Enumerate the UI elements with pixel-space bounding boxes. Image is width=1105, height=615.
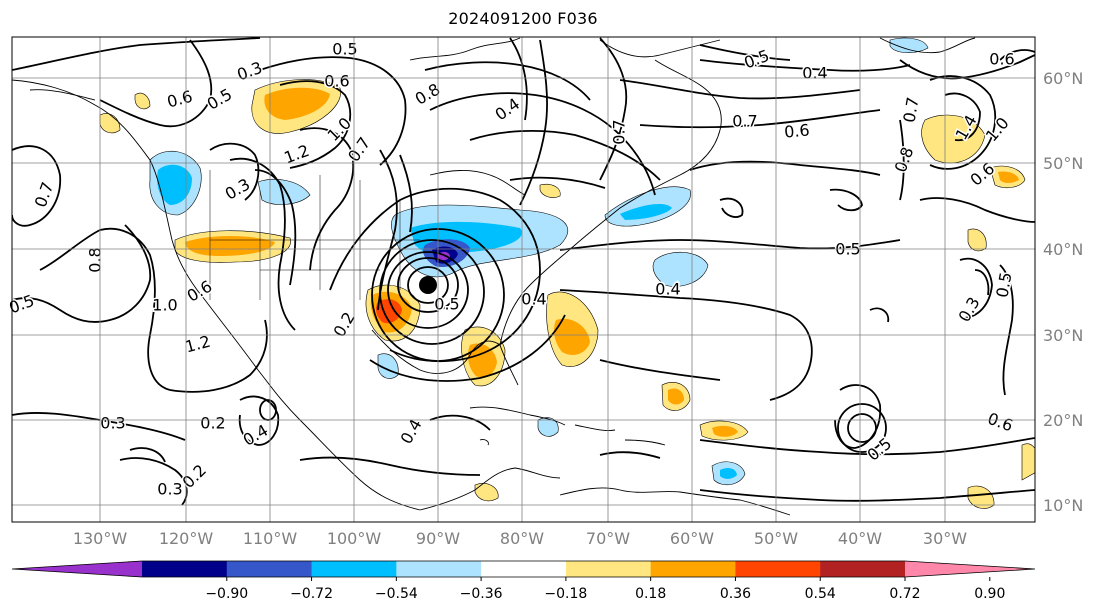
shade-orange-midatl <box>668 388 684 405</box>
shade-orange-carib <box>712 425 738 437</box>
lat-tick-label: 60°N <box>1043 69 1083 88</box>
longitude-tick-labels: 130°W 120°W 110°W 100°W 90°W 80°W 70°W 6… <box>73 529 967 548</box>
coastlines <box>12 37 976 516</box>
colorbar-segment <box>311 561 397 577</box>
shade-orange2-eastatl <box>998 171 1019 183</box>
lon-tick-label: 50°W <box>754 529 798 548</box>
lon-tick-label: 130°W <box>73 529 128 548</box>
lon-tick-label: 110°W <box>243 529 298 548</box>
colorbar: −0.90 −0.72 −0.54 −0.36 −0.18 0.18 0.36 0.54 0.7… <box>11 560 1036 602</box>
lon-tick-label: 60°W <box>670 529 714 548</box>
anomaly-shading <box>99 37 1035 509</box>
shade-yellow-se <box>1021 443 1035 481</box>
colorbar-segment <box>226 561 313 577</box>
lat-tick-label: 30°N <box>1043 326 1083 345</box>
contour-label: 0.7 <box>732 112 757 131</box>
lon-tick-label: 40°W <box>838 529 882 548</box>
colorbar-tick-label: 0.90 <box>974 586 1005 602</box>
shade-yellow-nw-ontario <box>539 183 561 198</box>
storm-center-marker <box>419 276 437 294</box>
contour-label: 0.4 <box>655 280 680 299</box>
shade-yellow-pacific <box>134 92 151 110</box>
shade-orange-canada <box>264 87 330 120</box>
colorbar-segment <box>820 561 906 577</box>
colorbar-tick-label: 0.54 <box>805 586 836 602</box>
colorbar-tick-label: 0.36 <box>720 586 751 602</box>
shade-blue2-maritime <box>620 203 672 220</box>
colorbar-tick-label: −0.54 <box>375 586 418 602</box>
colorbar-tick-label: 0.18 <box>635 586 666 602</box>
colorbar-extend-low <box>12 561 142 577</box>
contour-label: 0.2 <box>200 414 225 433</box>
lon-tick-label: 90°W <box>416 529 460 548</box>
shade-yellow-mexico <box>474 483 499 502</box>
shade-blue-greenland <box>889 37 929 53</box>
shade-yellow-mid <box>967 228 987 252</box>
colorbar-segment <box>565 561 652 577</box>
contour-label: 0.5 <box>332 40 357 59</box>
lon-tick-label: 100°W <box>327 529 382 548</box>
lat-tick-label: 20°N <box>1043 411 1083 430</box>
gridlines <box>12 37 1035 522</box>
colorbar-tick-label: −0.72 <box>290 586 333 602</box>
contour-label: 0.3 <box>157 480 182 499</box>
shade-orange-atlantic <box>554 318 590 355</box>
lat-tick-label: 40°N <box>1043 240 1083 259</box>
lat-tick-label: 10°N <box>1043 496 1083 515</box>
contour-lines <box>12 37 1035 506</box>
colorbar-segment <box>142 561 228 577</box>
map-frame <box>11 36 1036 523</box>
shade-blue2-caribbean <box>720 467 737 479</box>
contour-label: 0.4 <box>521 290 546 309</box>
colorbar-outline <box>11 560 1036 578</box>
lon-tick-label: 80°W <box>500 529 544 548</box>
colorbar-segment <box>481 561 567 577</box>
contour-label: 0.6 <box>783 120 810 141</box>
contour-label: 0.8 <box>86 247 105 272</box>
contour-label: 0.3 <box>100 414 125 433</box>
lat-tick-label: 50°N <box>1043 154 1083 173</box>
shade-blue-carib2 <box>537 417 559 437</box>
shade-yellow-eastatl <box>921 114 986 164</box>
contour-label: 0.5 <box>434 295 459 314</box>
colorbar-segment <box>735 561 821 577</box>
map-title: 2024091200 F036 <box>448 9 598 28</box>
contour-label: 0.6 <box>324 72 349 91</box>
lon-tick-label: 30°W <box>923 529 967 548</box>
contour-label: 0.7 <box>610 119 629 144</box>
colorbar-tick-label: −0.18 <box>544 586 587 602</box>
colorbar-extend-high <box>905 561 1035 577</box>
shade-blue2-pnw <box>157 164 192 205</box>
shade-blue-atlantic <box>652 251 709 287</box>
colorbar-tick-label: 0.72 <box>889 586 920 602</box>
shade-orange-southwest <box>185 236 275 256</box>
colorbar-segment <box>650 561 736 577</box>
colorbar-segment <box>396 561 482 577</box>
colorbar-tick-label: −0.36 <box>460 586 503 602</box>
shade-orange-florida <box>468 343 497 378</box>
lon-tick-label: 70°W <box>586 529 630 548</box>
contour-label: 0.4 <box>802 64 827 83</box>
colorbar-tick-label: −0.90 <box>205 586 248 602</box>
lon-tick-label: 120°W <box>159 529 214 548</box>
contour-label: 0.6 <box>989 50 1014 69</box>
contour-label: 1.0 <box>152 296 177 315</box>
latitude-tick-labels: 60°N 50°N 40°N 30°N 20°N 10°N <box>1043 69 1083 515</box>
